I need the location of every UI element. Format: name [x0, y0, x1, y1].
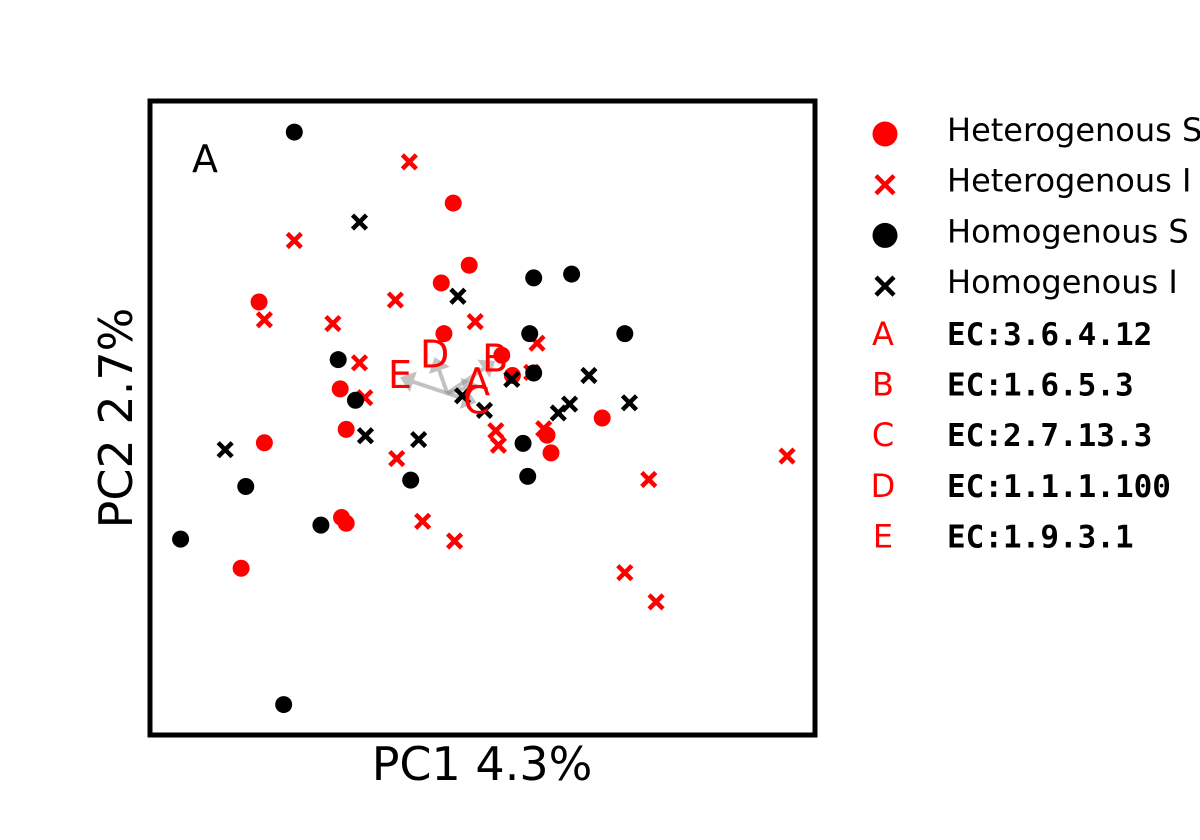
legend-loading-letter: D: [871, 467, 896, 505]
data-point: [346, 391, 364, 409]
data-point: [563, 265, 581, 283]
data-point: [445, 532, 464, 550]
data-point: [250, 293, 268, 311]
legend-marker: [872, 121, 898, 147]
legend: Heterogenous S Heterogenous I Homogenous S…: [871, 111, 1200, 556]
legend-label: Homogenous S: [947, 212, 1189, 250]
data-point: [435, 325, 453, 343]
data-point: [460, 256, 478, 274]
legend-loading-name: EC:2.7.13.3: [947, 418, 1152, 454]
plot-frame: [147, 98, 818, 738]
y-axis-label: PC2 2.7%: [89, 308, 143, 529]
data-point: [285, 231, 303, 250]
legend-label: Heterogenous S: [947, 111, 1200, 149]
loading-label: A: [464, 360, 490, 404]
legend-loading-name: EC:3.6.4.12: [947, 317, 1152, 353]
legend-loading-letter: B: [872, 366, 894, 404]
series-heterogenous-i: [255, 153, 796, 611]
data-point: [386, 291, 404, 309]
legend-loading-name: EC:1.6.5.3: [947, 368, 1134, 404]
data-point: [312, 516, 330, 534]
data-point: [329, 351, 347, 369]
data-point: [549, 404, 567, 422]
data-point: [275, 696, 293, 714]
series-homogenous-i: [216, 213, 639, 459]
data-point: [616, 325, 634, 343]
data-point: [519, 467, 537, 485]
data-point: [255, 434, 273, 452]
scatter-points: [172, 123, 796, 714]
data-point: [493, 346, 511, 364]
data-point: [489, 436, 508, 454]
loading-arrow: [428, 357, 450, 394]
loading-label: C: [463, 378, 490, 422]
loading-arrow: [400, 371, 448, 396]
data-point: [616, 564, 634, 582]
data-point: [444, 194, 462, 212]
legend-label: Heterogenous I: [947, 162, 1191, 200]
data-point: [535, 420, 553, 438]
data-point: [232, 559, 250, 577]
data-point: [620, 394, 639, 412]
data-point: [337, 420, 355, 438]
legend-loading-name: EC:1.9.3.1: [947, 520, 1134, 556]
legend-marker: [872, 222, 898, 248]
data-point: [525, 364, 543, 382]
loading-arrow: [446, 359, 496, 395]
data-point: [449, 287, 467, 305]
data-point: [503, 370, 521, 388]
data-point: [350, 213, 369, 231]
data-point: [487, 422, 505, 440]
data-point: [331, 380, 349, 398]
data-point: [410, 430, 428, 449]
series-homogenous-s: [172, 123, 634, 714]
data-point: [453, 387, 472, 405]
data-point: [337, 514, 355, 532]
series-heterogenous-s: [232, 194, 611, 577]
loading-label: D: [420, 333, 449, 377]
legend-loading-letter: A: [872, 315, 894, 353]
data-point: [432, 274, 450, 292]
data-point: [414, 512, 432, 530]
legend-loading-letter: E: [873, 518, 893, 556]
data-point: [356, 427, 375, 445]
data-point: [525, 269, 543, 287]
loading-label: B: [482, 336, 508, 380]
x-axis-label: PC1 4.3%: [372, 737, 593, 791]
data-point: [778, 447, 796, 465]
data-point: [216, 441, 234, 459]
panel-label: A: [192, 137, 218, 181]
data-point: [475, 401, 494, 419]
data-point: [237, 477, 255, 495]
loading-label: E: [388, 353, 412, 397]
data-point: [400, 153, 418, 171]
data-point: [593, 409, 611, 427]
data-point: [521, 325, 539, 343]
data-point: [172, 530, 190, 548]
data-point: [640, 470, 658, 489]
legend-loading-name: EC:1.1.1.100: [947, 469, 1171, 505]
data-point: [647, 593, 665, 611]
data-point: [580, 366, 598, 385]
data-point: [388, 449, 406, 468]
legend-label: Homogenous I: [947, 263, 1178, 301]
data-point: [255, 311, 273, 329]
legend-marker: [874, 174, 896, 196]
data-point: [402, 471, 420, 489]
data-point: [514, 434, 532, 452]
data-point: [285, 123, 303, 141]
data-point: [324, 314, 342, 333]
data-point: [350, 354, 369, 372]
data-point: [542, 444, 560, 462]
data-point: [466, 313, 484, 331]
legend-marker: [874, 275, 896, 297]
legend-loading-letter: C: [872, 416, 894, 454]
